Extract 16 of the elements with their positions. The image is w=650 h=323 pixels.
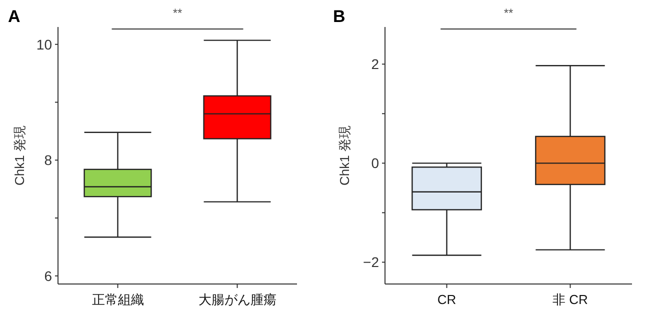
x-tick-label: 正常組織 — [92, 292, 144, 307]
text: ** — [504, 6, 514, 20]
x-tick-label: 非 CR — [552, 292, 588, 307]
y-tick-label: 10 — [36, 36, 52, 52]
y-tick-label: 2 — [371, 56, 380, 72]
chart-title: B — [333, 7, 346, 26]
text: ** — [172, 6, 182, 20]
y-axis-title: Chk1 発現 — [12, 126, 27, 186]
y-axis-title: Chk1 発現 — [337, 126, 352, 186]
x-tick-label: CR — [437, 292, 456, 307]
y-tick-label: 0 — [371, 155, 380, 172]
y-tick-label: −2 — [363, 254, 380, 270]
y-tick-label: 6 — [44, 268, 52, 284]
x-tick-label: 大腸がん腫瘍 — [198, 292, 276, 307]
y-tick-label: 8 — [44, 152, 52, 168]
chart-title: A — [8, 7, 20, 26]
